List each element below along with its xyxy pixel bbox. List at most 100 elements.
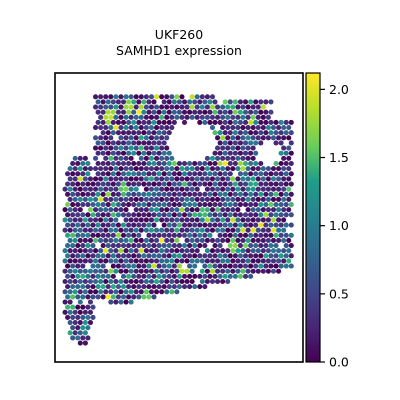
expression-spot <box>159 186 165 192</box>
expression-spot <box>255 186 261 192</box>
expression-spot <box>253 201 259 208</box>
expression-spot <box>176 253 182 259</box>
expression-spot <box>273 253 279 259</box>
expression-spot <box>286 237 292 244</box>
expression-spot <box>143 155 149 161</box>
expression-spot <box>113 237 119 244</box>
expression-spot <box>123 207 129 213</box>
expression-spot <box>146 294 152 300</box>
expression-spot <box>204 248 210 254</box>
expression-spot <box>156 243 162 249</box>
expression-spot <box>82 166 88 172</box>
expression-spot <box>255 196 261 202</box>
expression-spot <box>131 109 137 115</box>
expression-spot <box>141 253 147 259</box>
expression-spot <box>161 201 167 208</box>
expression-spot <box>179 186 185 192</box>
expression-spot <box>123 155 129 161</box>
expression-spot <box>151 253 157 259</box>
expression-spot <box>232 130 238 136</box>
expression-spot <box>169 207 175 213</box>
expression-spot <box>154 289 160 295</box>
expression-spot <box>283 201 289 208</box>
expression-spot <box>146 191 152 197</box>
expression-spot <box>283 232 289 238</box>
expression-spot <box>242 222 249 228</box>
expression-spot <box>232 201 238 208</box>
expression-spot <box>67 330 73 336</box>
expression-spot <box>237 150 243 156</box>
expression-spot <box>217 150 223 156</box>
expression-spot <box>148 268 155 274</box>
expression-spot <box>80 304 86 310</box>
expression-spot <box>151 212 157 218</box>
expression-spot <box>123 299 129 305</box>
expression-spot <box>80 232 86 238</box>
expression-spot <box>77 320 83 326</box>
expression-spot <box>281 248 287 254</box>
expression-spot <box>126 181 132 187</box>
expression-spot <box>151 140 157 146</box>
expression-spot <box>126 160 132 167</box>
expression-spot <box>278 222 284 228</box>
expression-spot <box>151 160 157 167</box>
expression-spot <box>240 104 246 110</box>
expression-spot <box>164 237 170 244</box>
expression-spot <box>128 258 134 264</box>
expression-spot <box>164 278 170 285</box>
expression-spot <box>70 222 76 228</box>
expression-spot <box>265 176 271 182</box>
expression-spot <box>169 268 175 274</box>
expression-spot <box>77 340 83 346</box>
expression-spot <box>100 109 106 115</box>
expression-spot <box>62 248 68 254</box>
expression-spot <box>283 191 289 197</box>
expression-spot <box>268 99 274 105</box>
expression-spot <box>174 237 180 244</box>
expression-spot <box>232 232 238 238</box>
expression-spot <box>118 135 124 141</box>
expression-spot <box>169 114 175 120</box>
expression-spot <box>90 294 96 300</box>
expression-spot <box>154 145 160 151</box>
expression-spot <box>232 263 238 269</box>
expression-spot <box>161 222 167 228</box>
expression-spot <box>181 119 188 125</box>
expression-spot <box>98 176 104 182</box>
expression-spot <box>240 114 246 120</box>
expression-spot <box>258 140 264 146</box>
expression-spot <box>199 268 205 274</box>
expression-spot <box>242 130 249 136</box>
expression-spot <box>225 135 231 141</box>
expression-spot <box>270 268 277 274</box>
expression-spot <box>220 217 226 223</box>
expression-spot <box>227 212 233 218</box>
expression-spot <box>126 273 132 279</box>
expression-spot <box>108 196 114 202</box>
expression-spot <box>75 243 81 249</box>
expression-spot <box>232 140 238 146</box>
expression-spot <box>194 114 200 120</box>
expression-spot <box>220 114 226 120</box>
expression-spot <box>220 237 226 244</box>
expression-spot <box>156 201 162 208</box>
expression-spot <box>82 217 88 223</box>
expression-spot <box>184 227 190 233</box>
expression-spot <box>260 258 266 264</box>
expression-spot <box>154 176 160 182</box>
expression-spot <box>103 186 109 192</box>
expression-spot <box>230 268 236 274</box>
expression-spot <box>85 201 91 208</box>
expression-spot <box>100 119 106 125</box>
expression-spot <box>136 284 142 290</box>
expression-spot <box>276 125 282 131</box>
expression-spot <box>131 212 137 218</box>
expression-spot <box>95 160 101 167</box>
expression-spot <box>143 248 149 254</box>
expression-spot <box>82 320 88 326</box>
expression-spot <box>128 104 134 110</box>
expression-spot <box>115 243 121 249</box>
expression-spot <box>118 299 124 305</box>
expression-spot <box>136 119 142 125</box>
expression-spot <box>85 335 91 341</box>
